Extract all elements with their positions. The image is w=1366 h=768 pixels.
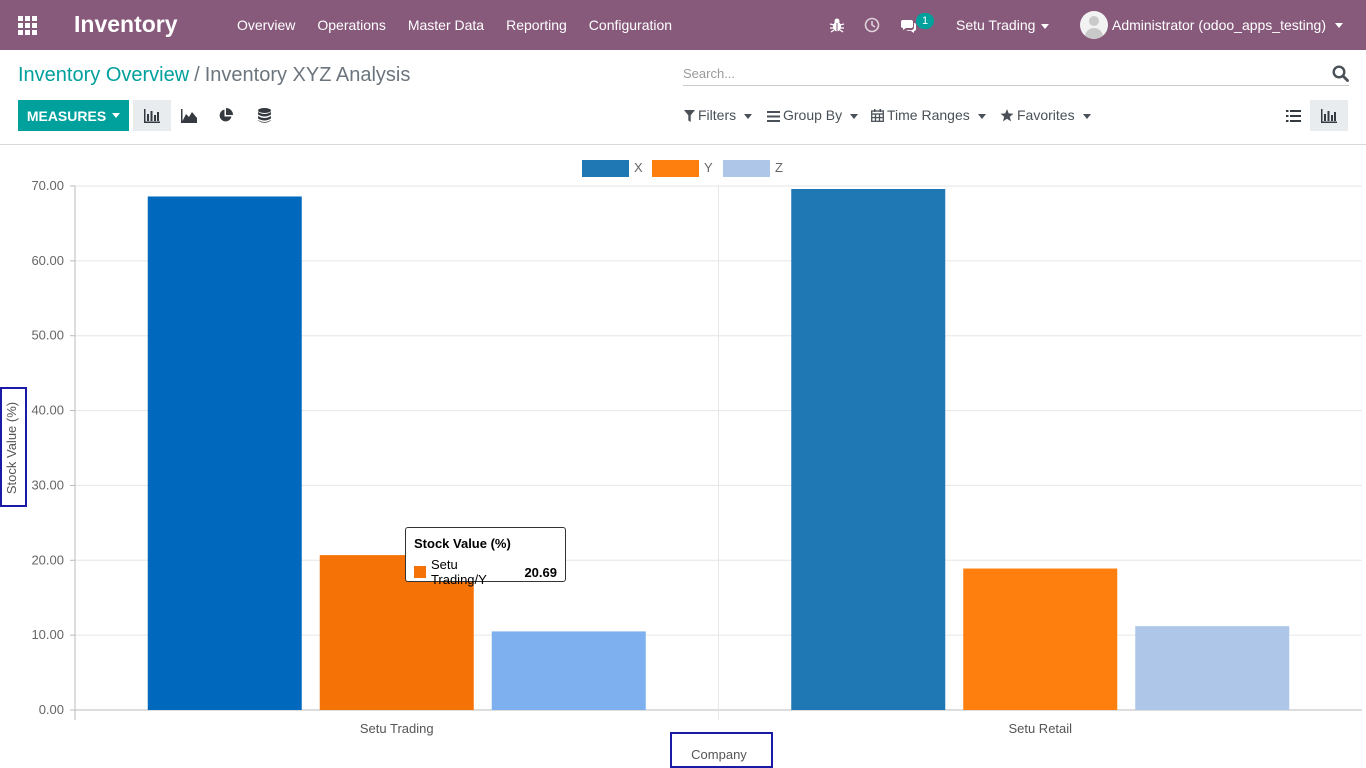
x-axis-label: Company <box>691 747 747 762</box>
bar-y-1 <box>963 568 1118 710</box>
y-tick-label: 50.00 <box>31 328 64 343</box>
filters-label: Filters <box>698 107 737 123</box>
caret-down-icon <box>1082 113 1091 119</box>
legend-label-z: Z <box>775 160 783 175</box>
caret-down-icon <box>112 113 121 118</box>
top-navbar: Inventory Overview Operations Master Dat… <box>0 0 1366 50</box>
stacked-mode-button[interactable] <box>245 100 283 131</box>
time-ranges-label: Time Ranges <box>887 107 970 123</box>
tooltip-color-swatch <box>414 566 426 578</box>
list-view-icon <box>1285 109 1301 122</box>
search-bar <box>683 62 1349 86</box>
apps-grid-icon[interactable] <box>18 16 37 35</box>
bar-chart-mode-button[interactable] <box>133 100 171 131</box>
groupby-dropdown[interactable]: Group By <box>767 100 859 131</box>
activity-clock-icon[interactable] <box>864 17 880 33</box>
line-chart-mode-button[interactable] <box>170 100 208 131</box>
y-tick-label: 0.00 <box>39 702 64 717</box>
ylabel-highlight-box <box>0 387 27 507</box>
caret-down-icon <box>744 113 753 119</box>
bar-chart-icon <box>144 108 160 123</box>
pie-chart-icon <box>219 108 233 122</box>
bar-x-1 <box>791 188 946 711</box>
caret-down-icon <box>850 113 859 119</box>
y-tick-label: 30.00 <box>31 477 64 492</box>
time-ranges-dropdown[interactable]: Time Ranges <box>871 100 986 131</box>
legend-swatch-y <box>652 160 699 177</box>
legend-label-x: X <box>634 160 643 175</box>
favorites-dropdown[interactable]: Favorites <box>1000 100 1091 131</box>
y-tick-label: 60.00 <box>31 253 64 268</box>
line-chart-icon <box>181 108 197 123</box>
user-menu[interactable]: Administrator (odoo_apps_testing) <box>1080 0 1344 50</box>
app-brand[interactable]: Inventory <box>74 11 178 37</box>
bar-chart-icon <box>1321 108 1337 123</box>
x-tick-label: Setu Trading <box>360 721 434 736</box>
list-bars-icon <box>767 111 780 122</box>
measures-button[interactable]: MEASURES <box>18 100 129 131</box>
breadcrumb-parent[interactable]: Inventory Overview <box>18 64 190 86</box>
y-tick-label: 20.00 <box>31 552 64 567</box>
bar-x-0 <box>147 196 302 711</box>
message-count-badge: 1 <box>916 13 934 29</box>
y-tick-label: 70.00 <box>31 178 64 193</box>
filter-funnel-icon <box>684 110 695 122</box>
stack-icon <box>257 108 271 123</box>
tooltip-title: Stock Value (%) <box>414 536 511 551</box>
user-name: Administrator (odoo_apps_testing) <box>1112 17 1327 33</box>
menu-overview[interactable]: Overview <box>237 17 296 33</box>
bar-chart: 0.00 10.00 20.00 30.00 40.00 50.00 60.00 70.00 S… <box>4 160 1362 762</box>
menu-configuration[interactable]: Configuration <box>588 17 673 33</box>
calendar-icon <box>871 109 884 122</box>
menu-reporting[interactable]: Reporting <box>506 17 567 33</box>
measures-label: MEASURES <box>26 107 107 124</box>
graph-view-button[interactable] <box>1310 100 1348 131</box>
y-tick-label: 10.00 <box>31 627 64 642</box>
star-icon <box>1000 109 1014 122</box>
y-tick-label: 40.00 <box>31 403 64 418</box>
legend-label-y: Y <box>704 160 713 175</box>
x-tick-label: Setu Retail <box>1008 721 1072 736</box>
bar-z-0 <box>491 631 646 710</box>
xlabel-highlight-box <box>670 732 773 768</box>
user-avatar <box>1080 11 1108 39</box>
chart-tooltip: Stock Value (%) Setu Trading/Y 20.69 <box>405 527 566 587</box>
caret-down-icon <box>1335 22 1344 28</box>
tooltip-value: 20.69 <box>524 564 557 580</box>
y-axis-label: Stock Value (%) <box>4 402 19 494</box>
search-icon[interactable] <box>1332 65 1349 82</box>
pie-chart-mode-button[interactable] <box>206 100 244 131</box>
groupby-label: Group By <box>783 107 843 123</box>
breadcrumb-current: Inventory XYZ Analysis <box>204 64 411 86</box>
menu-operations[interactable]: Operations <box>317 17 386 33</box>
legend-swatch-z <box>723 160 770 177</box>
breadcrumb: Inventory Overview / Inventory XYZ Analysi… <box>18 64 410 87</box>
favorites-label: Favorites <box>1017 107 1075 123</box>
caret-down-icon <box>1041 23 1050 29</box>
company-switcher[interactable]: Setu Trading <box>956 0 1050 50</box>
filters-dropdown[interactable]: Filters <box>684 100 753 131</box>
company-name: Setu Trading <box>956 17 1036 33</box>
control-panel-divider <box>0 144 1366 145</box>
list-view-button[interactable] <box>1274 100 1312 131</box>
tooltip-row: Setu Trading/Y 20.69 <box>414 557 557 587</box>
search-input[interactable] <box>683 62 1313 84</box>
messages-chat-icon[interactable] <box>901 18 917 34</box>
legend-swatch-x <box>582 160 629 177</box>
breadcrumb-separator: / <box>194 64 200 86</box>
debug-bug-icon[interactable] <box>829 17 845 33</box>
tooltip-label: Setu Trading/Y <box>430 557 487 587</box>
menu-master-data[interactable]: Master Data <box>407 17 485 33</box>
caret-down-icon <box>977 113 986 119</box>
bar-z-1 <box>1135 626 1290 710</box>
main-menu: Overview Operations Master Data Reportin… <box>226 0 683 50</box>
